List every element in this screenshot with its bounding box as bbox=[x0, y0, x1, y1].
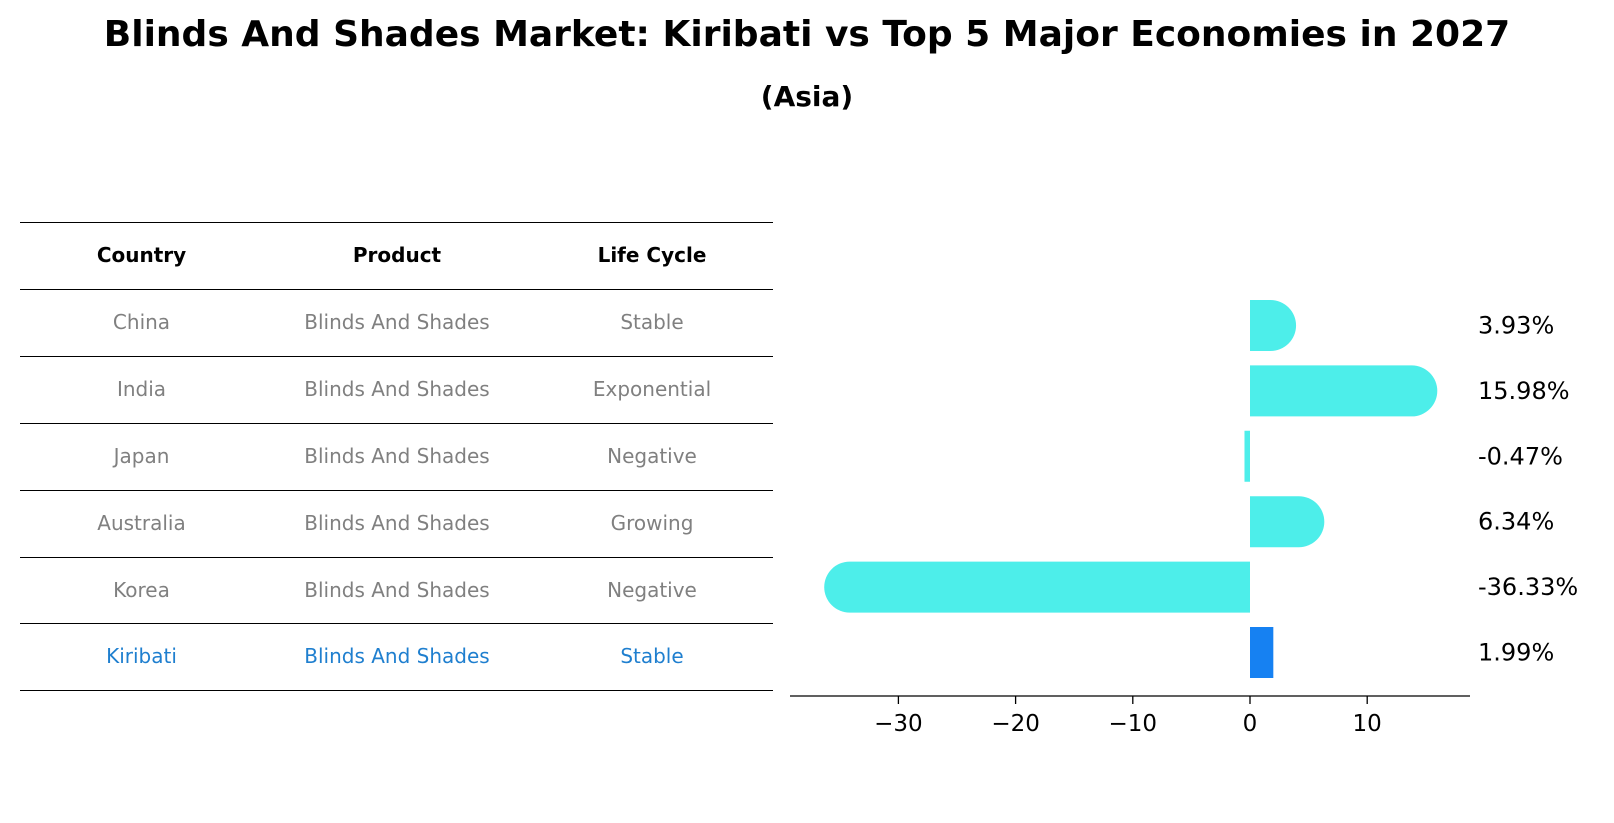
product-cell: Blinds And Shades bbox=[304, 444, 490, 468]
data-label: 1.99% bbox=[1478, 639, 1554, 667]
life-cycle-cell: Stable bbox=[620, 310, 684, 334]
chart-subtitle: (Asia) bbox=[760, 80, 854, 113]
product-cell: Blinds And Shades bbox=[304, 511, 490, 535]
table-row: India Blinds And Shades Exponential bbox=[20, 356, 773, 423]
table-row: Japan Blinds And Shades Negative bbox=[20, 423, 773, 490]
country-cell: Japan bbox=[113, 444, 170, 468]
x-tick-label: 0 bbox=[1243, 711, 1258, 737]
table-row: Australia Blinds And Shades Growing bbox=[20, 490, 773, 557]
table-row: Korea Blinds And Shades Negative bbox=[20, 557, 773, 624]
table-row: China Blinds And Shades Stable bbox=[20, 289, 773, 356]
data-label: 15.98% bbox=[1478, 377, 1570, 405]
bar-china bbox=[1250, 300, 1297, 351]
table-rule bbox=[20, 423, 773, 424]
x-tick-label: −10 bbox=[1109, 711, 1158, 737]
country-cell: Australia bbox=[97, 511, 186, 535]
life-cycle-cell: Exponential bbox=[592, 377, 712, 401]
table-rule bbox=[20, 490, 773, 491]
table-rule bbox=[20, 289, 773, 290]
header-country: Country bbox=[96, 243, 187, 267]
table-row-highlighted: Kiribati Blinds And Shades Stable bbox=[20, 623, 773, 690]
header-product: Product bbox=[352, 243, 442, 267]
life-cycle-cell: Growing bbox=[610, 511, 694, 535]
life-cycle-cell: Negative bbox=[607, 578, 697, 602]
x-tick-label: 10 bbox=[1353, 711, 1382, 737]
bar-india bbox=[1250, 365, 1438, 417]
table-header-row: Country Product Life Cycle bbox=[20, 222, 773, 289]
header-life-cycle: Life Cycle bbox=[597, 243, 707, 267]
table-rule bbox=[20, 623, 773, 624]
bar-australia bbox=[1250, 496, 1325, 548]
table-rule bbox=[20, 557, 773, 558]
life-cycle-cell: Negative bbox=[607, 444, 697, 468]
country-cell: Kiribati bbox=[106, 644, 177, 668]
data-label: -0.47% bbox=[1478, 442, 1563, 470]
country-cell: India bbox=[116, 377, 167, 401]
x-tick-label: −20 bbox=[991, 711, 1040, 737]
data-label: -36.33% bbox=[1478, 573, 1578, 601]
country-cell: China bbox=[112, 310, 171, 334]
chart-title: Blinds And Shades Market: Kiribati vs To… bbox=[103, 14, 1511, 55]
table-rule bbox=[20, 356, 773, 357]
table-rule bbox=[20, 222, 773, 223]
data-label: 3.93% bbox=[1478, 312, 1554, 340]
data-label: 6.34% bbox=[1478, 508, 1554, 536]
product-cell: Blinds And Shades bbox=[304, 377, 490, 401]
x-tick-label: −30 bbox=[874, 711, 923, 737]
country-cell: Korea bbox=[113, 578, 170, 602]
product-cell: Blinds And Shades bbox=[304, 310, 490, 334]
life-cycle-cell: Stable bbox=[620, 644, 684, 668]
bar-korea bbox=[824, 561, 1250, 613]
table-rule bbox=[20, 690, 773, 691]
bar-japan bbox=[1244, 430, 1250, 482]
bar-kiribati bbox=[1250, 627, 1274, 678]
product-cell: Blinds And Shades bbox=[304, 578, 490, 602]
product-cell: Blinds And Shades bbox=[304, 644, 490, 668]
